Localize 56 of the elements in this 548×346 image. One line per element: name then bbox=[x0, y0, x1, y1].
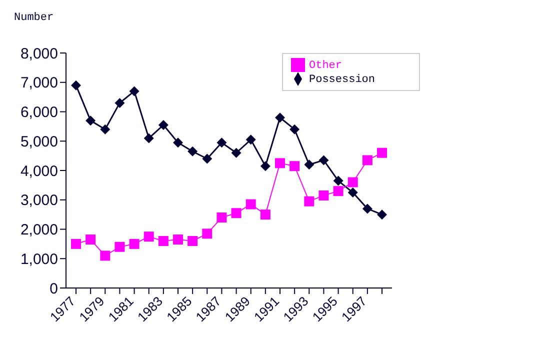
point bbox=[304, 196, 314, 206]
point bbox=[144, 133, 154, 144]
point bbox=[290, 124, 300, 134]
point bbox=[71, 80, 81, 90]
point bbox=[333, 186, 344, 196]
point bbox=[333, 176, 344, 186]
y-tick-label: 5,000 bbox=[20, 133, 58, 150]
point bbox=[173, 234, 183, 245]
point bbox=[290, 161, 300, 172]
point bbox=[129, 86, 140, 96]
point bbox=[86, 116, 96, 126]
point bbox=[275, 158, 285, 168]
point bbox=[216, 138, 227, 148]
point bbox=[377, 148, 387, 158]
point bbox=[318, 155, 329, 166]
point bbox=[173, 138, 183, 148]
point bbox=[216, 212, 227, 222]
y-tick-label: 3,000 bbox=[20, 192, 58, 210]
point bbox=[188, 236, 198, 246]
point bbox=[71, 238, 81, 249]
y-tick-label: 2,000 bbox=[20, 222, 58, 239]
point bbox=[275, 112, 285, 123]
point bbox=[129, 238, 140, 249]
point bbox=[246, 199, 256, 210]
legend-label: Other bbox=[309, 60, 342, 72]
point bbox=[246, 134, 256, 145]
point bbox=[100, 250, 110, 261]
point bbox=[348, 188, 358, 198]
y-tick-label: 7,000 bbox=[20, 74, 58, 92]
point bbox=[231, 208, 242, 218]
y-tick-label: 4,000 bbox=[20, 162, 58, 180]
point bbox=[260, 161, 270, 172]
point bbox=[202, 228, 212, 239]
point bbox=[348, 177, 358, 188]
point bbox=[188, 146, 198, 156]
point bbox=[158, 236, 168, 246]
point bbox=[114, 242, 125, 252]
y-tick-label: 6,000 bbox=[20, 104, 58, 122]
point bbox=[100, 124, 110, 134]
point bbox=[260, 210, 270, 220]
point bbox=[304, 160, 314, 170]
point bbox=[144, 232, 154, 242]
point bbox=[318, 190, 329, 200]
point bbox=[377, 210, 387, 220]
point bbox=[362, 155, 372, 166]
y-tick-label: 8,000 bbox=[20, 45, 58, 62]
point bbox=[158, 120, 168, 130]
point bbox=[231, 148, 242, 158]
y-tick-label: 0 bbox=[50, 280, 58, 298]
point bbox=[362, 204, 372, 214]
legend-label: Possession bbox=[309, 74, 376, 86]
point bbox=[202, 154, 212, 164]
point bbox=[86, 234, 96, 245]
point bbox=[114, 98, 125, 108]
y-tick-label: 1,000 bbox=[20, 250, 58, 268]
y-axis-title: Number bbox=[14, 12, 54, 24]
